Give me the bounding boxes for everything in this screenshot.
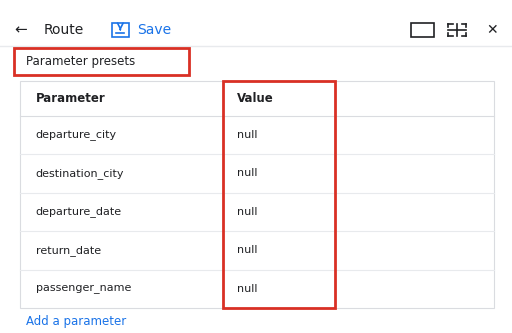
Text: passenger_name: passenger_name [36,284,131,294]
Text: departure_city: departure_city [36,129,117,140]
Text: return_date: return_date [36,245,101,256]
Text: Route: Route [44,23,84,37]
Text: Save: Save [137,23,172,37]
Text: null: null [237,245,258,255]
Text: Parameter: Parameter [36,92,105,105]
Text: null: null [237,284,258,294]
Bar [14,48,189,75]
Text: null: null [237,207,258,217]
Bar [20,81,494,308]
Text: ✕: ✕ [487,23,498,37]
Text: null: null [237,130,258,140]
Text: Parameter presets: Parameter presets [26,55,135,68]
Text: Add a parameter: Add a parameter [26,315,126,328]
Bar [411,23,434,37]
Text: destination_city: destination_city [36,168,124,179]
Text: null: null [237,168,258,178]
Text: departure_date: departure_date [36,206,122,217]
Bar [223,81,335,308]
Bar [112,23,129,37]
Text: Value: Value [237,92,274,105]
Text: ←: ← [14,22,27,38]
